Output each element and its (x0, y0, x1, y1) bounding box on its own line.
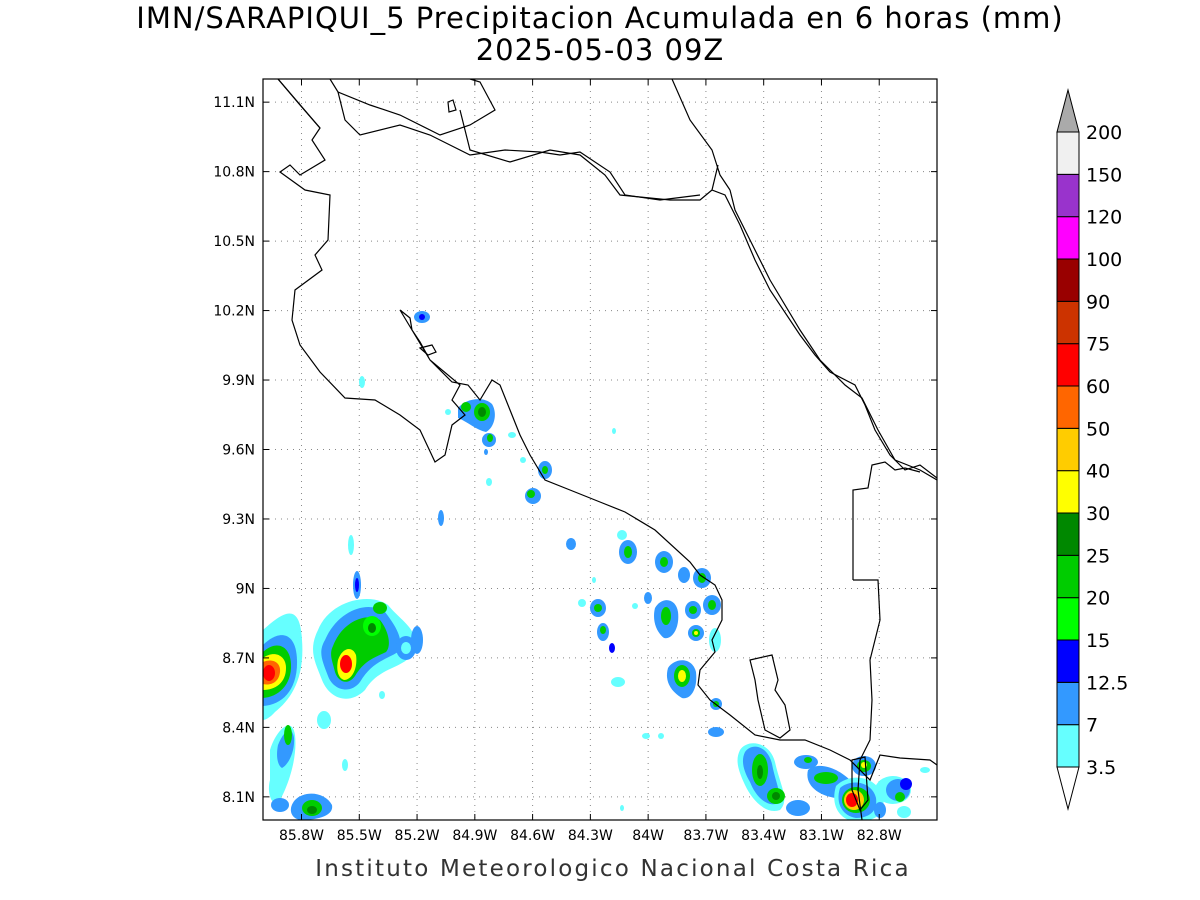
precipitation-colorbar: 3.5 7 12.5 15 20 25 30 40 50 60 75 90 100 120 150 200 (1056, 88, 1128, 811)
colorbar-segment (1056, 681, 1080, 726)
colorbar-level-label: 12.5 (1086, 672, 1128, 694)
colorbar-level-label: 120 (1086, 207, 1122, 229)
caribbean-coast-east (671, 79, 937, 481)
map-subtitle-datetime: 2025-05-03 09Z (475, 33, 725, 67)
colorbar-segment (1056, 724, 1080, 768)
precip-cell-nicoya-gulf (359, 311, 616, 526)
lat-tick-label: 9.9N (222, 373, 255, 389)
lat-tick-label: 8.7N (222, 651, 255, 667)
colorbar-level-label: 75 (1086, 334, 1110, 356)
lon-tick-label: 83.1W (799, 828, 844, 844)
lat-tick-label: 9.6N (222, 443, 255, 459)
colorbar-segment (1056, 131, 1080, 175)
lat-tick-label: 10.2N (213, 304, 255, 320)
lat-tick-label: 11.1N (213, 95, 255, 111)
lon-tick-label: 85.8W (279, 828, 324, 844)
lat-tick-label: 8.4N (222, 720, 255, 736)
colorbar-segment (1056, 597, 1080, 641)
colorbar-level-label: 7 (1086, 715, 1098, 737)
colorbar-level-label: 15 (1086, 630, 1110, 652)
colorbar-level-label: 25 (1086, 545, 1110, 567)
longitude-axis: 85.8W 85.5W 85.2W 84.9W 84.6W 84.3W 84W 83.7W 83… (279, 79, 902, 844)
colorbar-segment (1056, 385, 1080, 429)
lon-tick-label: 85.5W (337, 828, 382, 844)
lon-tick-label: 82.8W (857, 828, 902, 844)
colorbar-level-label: 200 (1086, 122, 1122, 144)
island-north (447, 99, 457, 113)
colorbar-segment (1056, 470, 1080, 514)
colorbar-level-label: 150 (1086, 164, 1122, 186)
golfito (851, 756, 869, 812)
precip-cell-southeast (708, 698, 930, 820)
colorbar-level-label: 90 (1086, 291, 1110, 313)
colorbar-level-label: 50 (1086, 418, 1110, 440)
map-title: IMN/SARAPIQUI_5 Precipitacion Acumulada … (136, 1, 1064, 35)
colorbar-low-arrow (1056, 766, 1080, 811)
colorbar-segment (1056, 300, 1080, 345)
colorbar-segment (1056, 639, 1080, 683)
lon-tick-label: 83.4W (741, 828, 786, 844)
lat-tick-label: 10.5N (213, 234, 255, 250)
lat-tick-label: 9.3N (222, 512, 255, 528)
precip-cell-west-offshore (263, 613, 303, 720)
lon-tick-label: 84.6W (510, 828, 555, 844)
colorbar-level-label: 30 (1086, 503, 1110, 525)
island-nicoya (418, 344, 437, 356)
precipitation-field (263, 311, 930, 820)
lon-tick-label: 84W (632, 828, 664, 844)
nicaragua-border (277, 79, 701, 201)
colorbar-segment (1056, 173, 1080, 218)
colorbar-level-label: 20 (1086, 588, 1110, 610)
colorbar-segment (1056, 343, 1080, 387)
osa-peninsula (749, 654, 791, 739)
lon-tick-label: 84.3W (568, 828, 613, 844)
colorbar-high-arrow (1056, 88, 1080, 133)
colorbar-level-label: 100 (1086, 249, 1122, 271)
lon-tick-label: 85.2W (395, 828, 440, 844)
precip-cell-central-offshore (566, 530, 721, 811)
colorbar-segment (1056, 258, 1080, 302)
north-coast-nicaragua (277, 79, 937, 782)
map-gridlines (263, 79, 937, 820)
lat-tick-label: 8.1N (222, 790, 255, 806)
lon-tick-label: 83.7W (683, 828, 728, 844)
colorbar-segment (1056, 554, 1080, 599)
credit-text: Instituto Meteorologico Nacional Costa R… (315, 856, 911, 882)
colorbar-segment (1056, 512, 1080, 556)
precip-cell-85.3w-streaks (348, 535, 423, 660)
caribbean-coast (329, 79, 937, 479)
colorbar-level-label: 3.5 (1086, 757, 1116, 779)
colorbar-segment (1056, 216, 1080, 260)
lon-tick-label: 84.9W (452, 828, 497, 844)
lat-tick-label: 9N (236, 581, 255, 597)
colorbar-segment (1056, 427, 1080, 472)
lat-tick-label: 10.8N (213, 165, 255, 181)
latitude-axis: 8.1N 8.4N 8.7N 9N 9.3N 9.6N 9.9N 10.2N 10.5N 10.8… (213, 95, 937, 806)
coastline-and-borders (277, 79, 937, 820)
precip-cell-85.5w (313, 598, 416, 699)
precip-cell-southwest (268, 691, 385, 820)
colorbar-level-label: 60 (1086, 376, 1110, 398)
panama-border (852, 461, 921, 820)
colorbar-level-label: 40 (1086, 461, 1110, 483)
